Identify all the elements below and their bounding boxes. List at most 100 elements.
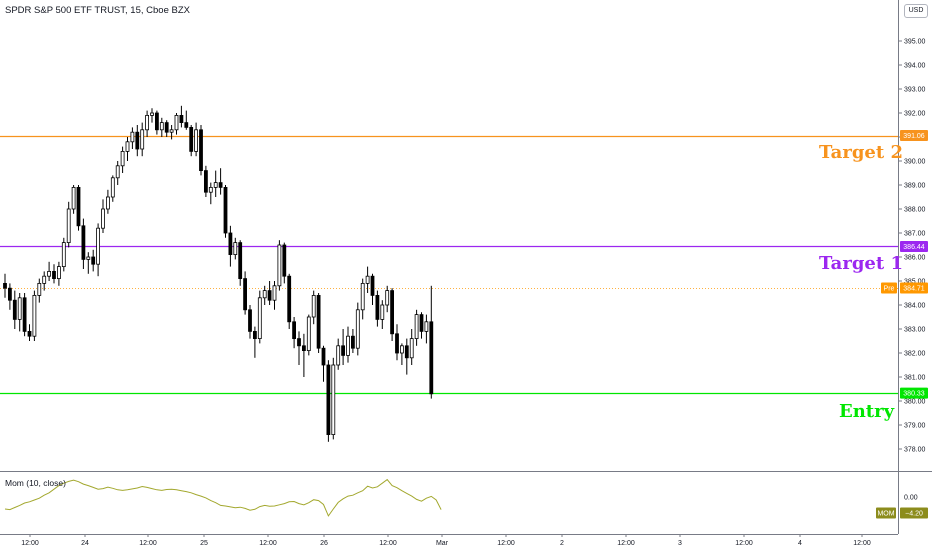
candlestick-series[interactable]	[3, 105, 434, 442]
candle	[424, 314, 429, 344]
candle	[395, 324, 399, 361]
candle-body-down	[81, 225, 86, 260]
candle	[17, 293, 22, 332]
candle-body-down	[184, 122, 189, 128]
candle	[297, 331, 301, 365]
candle-body-up	[169, 129, 174, 133]
price-tag-target-1: 386.44	[900, 240, 928, 252]
candle	[267, 281, 272, 305]
candle	[355, 302, 360, 356]
candle	[106, 189, 110, 214]
candle-body-up	[32, 294, 37, 337]
candle-body-down	[297, 338, 301, 347]
candle-body-down	[135, 131, 140, 150]
y-tick-label: 394.00	[904, 63, 926, 70]
candle	[27, 324, 32, 341]
candle-body-down	[203, 170, 208, 193]
candle-body-down	[164, 122, 169, 133]
candle	[292, 317, 297, 349]
candle-body-down	[350, 335, 355, 349]
candle	[66, 201, 71, 248]
candle-body-down	[287, 275, 292, 323]
price-tag-entry-bg	[900, 387, 928, 399]
candle	[419, 312, 424, 339]
candle-body-down	[370, 275, 375, 296]
candle	[135, 125, 140, 157]
candle-body-up	[150, 112, 154, 116]
candle-body-up	[409, 338, 414, 359]
candle	[306, 314, 311, 356]
candle	[52, 264, 56, 284]
candle-body-down	[282, 244, 287, 277]
candle-body-down	[223, 186, 228, 234]
candle	[326, 360, 331, 442]
candle-body-up	[331, 364, 336, 435]
candle	[140, 122, 145, 157]
candle-body-down	[189, 127, 194, 152]
candle-body-up	[346, 335, 350, 356]
candle-body-up	[213, 182, 218, 188]
candle	[125, 137, 130, 161]
candle-body-up	[86, 256, 91, 260]
candle	[189, 125, 194, 157]
candle-body-up	[336, 345, 341, 366]
candle-body-up	[424, 321, 429, 332]
y-tick-label: 390.00	[904, 159, 926, 166]
candle-body-down	[12, 299, 17, 320]
candle-body-down	[429, 321, 434, 395]
y-tick-label: 393.00	[904, 87, 926, 94]
x-tick-label: 12:00	[259, 540, 277, 547]
candle	[76, 185, 81, 231]
candle	[86, 252, 91, 274]
candle	[218, 168, 223, 195]
candle	[272, 281, 277, 310]
candle	[12, 290, 17, 329]
candle-body-up	[355, 309, 360, 349]
candle	[301, 333, 306, 377]
candle	[164, 120, 169, 137]
momentum-line	[4, 478, 442, 517]
candle-body-down	[395, 333, 399, 354]
candle-body-down	[341, 345, 346, 356]
y-tick-label: 387.00	[904, 231, 926, 238]
candle	[390, 288, 395, 341]
pre-label-bg	[881, 282, 897, 294]
candle-body-down	[301, 345, 306, 351]
price-tag-target-1-bg	[900, 240, 928, 252]
price-tags: 391.06 386.44 380.33 Pre 384.71 MOM −4.20	[876, 130, 928, 519]
candle-body-down	[7, 287, 12, 301]
candle-body-down	[326, 364, 331, 435]
currency-badge[interactable]: USD	[904, 4, 928, 18]
candle	[287, 273, 292, 329]
candle	[71, 185, 76, 214]
price-tag-entry: 380.33	[900, 387, 928, 399]
candle	[96, 223, 100, 277]
candle	[365, 266, 370, 293]
candle	[385, 285, 390, 313]
candle	[32, 290, 37, 341]
candle-body-down	[267, 290, 272, 301]
candle-body-up	[37, 282, 42, 296]
candle-body-up	[120, 150, 125, 167]
mom-value-bg	[900, 507, 928, 519]
candle	[429, 285, 434, 399]
y-tick-label: 383.00	[904, 327, 926, 334]
price-tag-pre: Pre 384.71	[881, 282, 928, 294]
candle-body-up	[194, 129, 199, 152]
candle-body-up	[17, 297, 22, 320]
candle-body-up	[61, 242, 66, 268]
candle-body-up	[257, 297, 262, 339]
y-tick-label: 388.00	[904, 207, 926, 214]
annotation-entry: Entry	[839, 401, 895, 422]
pre-label-text: Pre	[884, 286, 895, 293]
candle	[42, 271, 47, 291]
candle	[331, 357, 336, 440]
candle-body-down	[228, 232, 233, 256]
y-tick-label: 380.00	[904, 399, 926, 406]
candle-body-down	[218, 182, 223, 188]
candle-body-up	[106, 196, 110, 210]
momentum-zero-label: 0.00	[904, 495, 918, 502]
candle	[311, 290, 316, 325]
